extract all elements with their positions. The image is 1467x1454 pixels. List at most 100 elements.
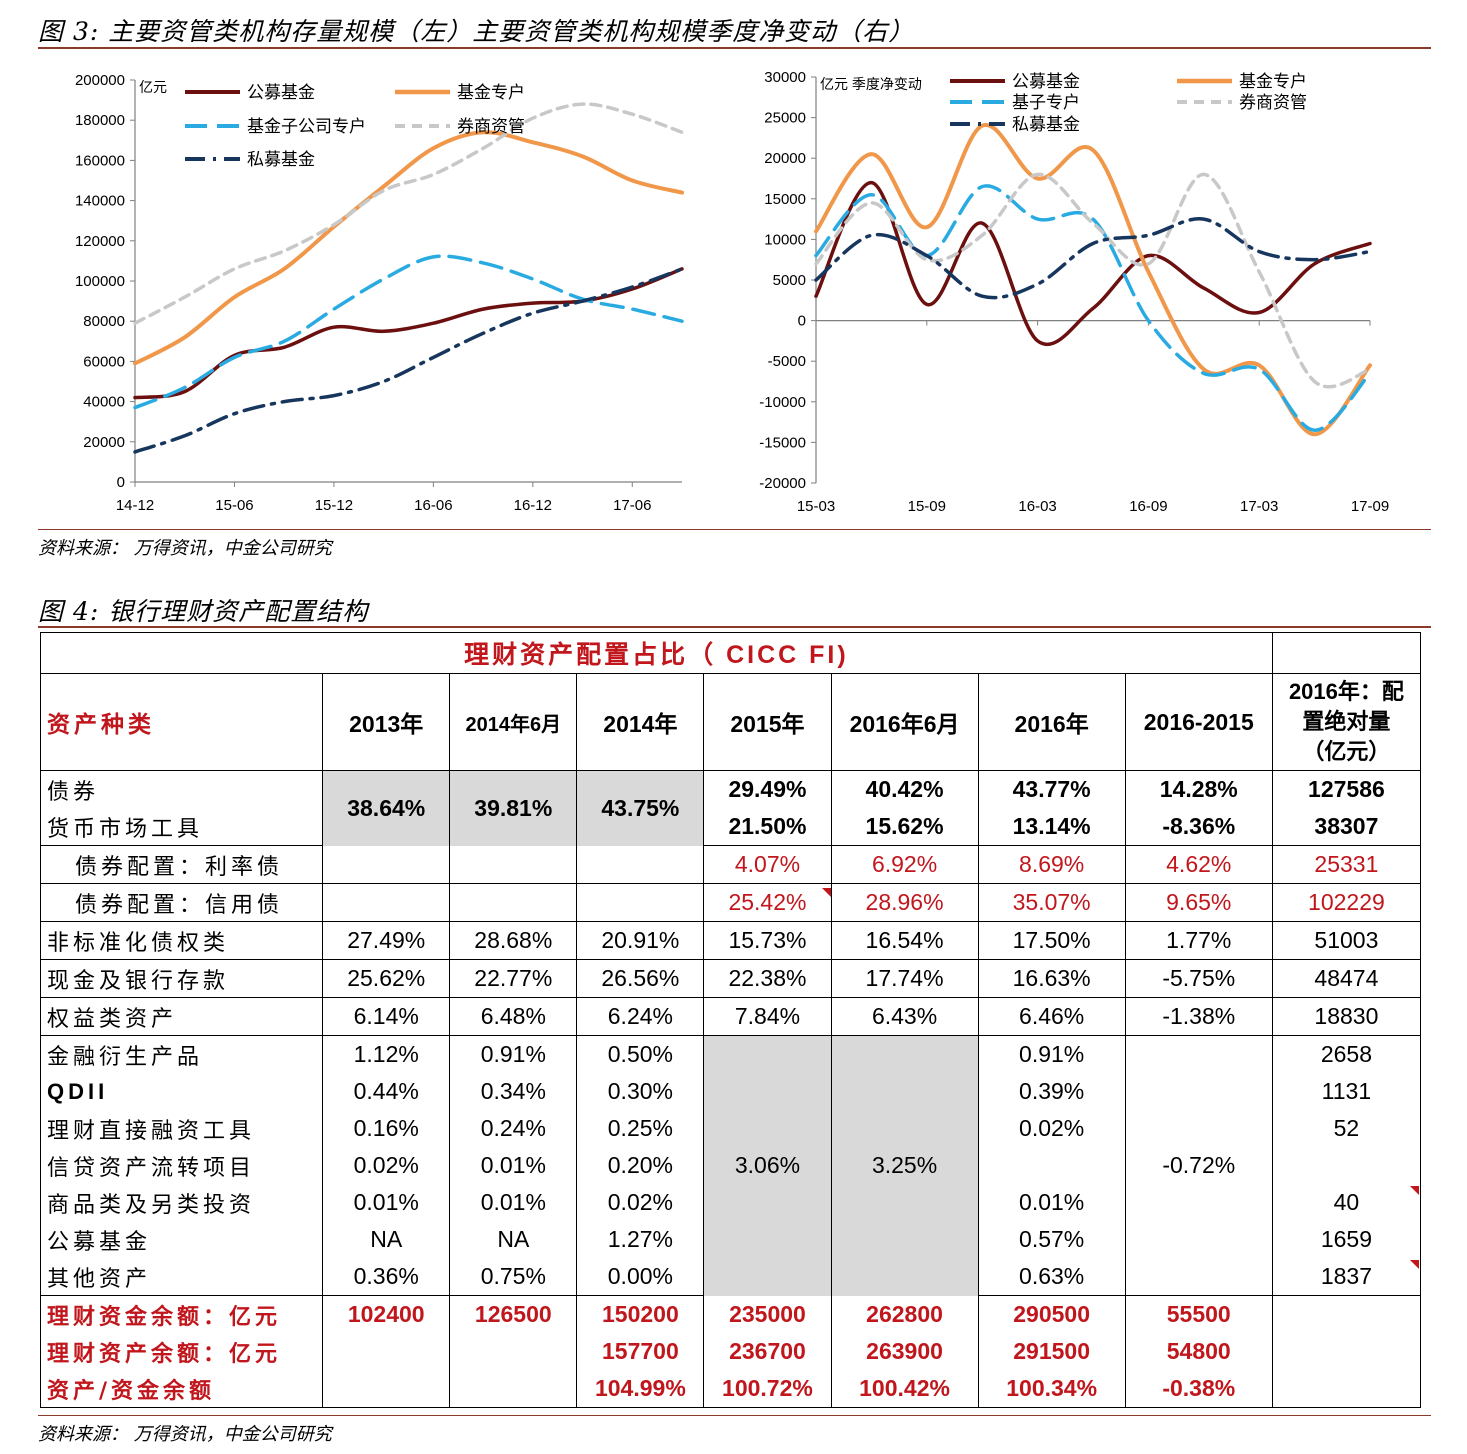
cell: 0.36% — [322, 1258, 451, 1296]
cell-empty — [977, 1147, 1126, 1184]
cell-empty — [1271, 1147, 1422, 1184]
cell: 18830 — [1271, 997, 1422, 1036]
cell: 150200 — [576, 1295, 705, 1333]
merged-other-2015: 3.06% — [703, 1035, 832, 1296]
cell: 1659 — [1271, 1221, 1422, 1258]
x-tick-label: 17-03 — [1240, 498, 1278, 515]
y-tick-label: 60000 — [83, 353, 125, 370]
y-tick-label: -10000 — [759, 394, 806, 411]
series-line-private_fund — [133, 267, 684, 454]
header-diff: 2016-2015 — [1124, 673, 1273, 771]
figure3-bottom-rule — [38, 529, 1431, 530]
cell: 0.39% — [977, 1073, 1126, 1110]
cell-empty — [1124, 1184, 1273, 1221]
cell: 0.01% — [449, 1184, 578, 1221]
header-2013: 2013年 — [322, 673, 451, 771]
x-tick-label: 16-06 — [414, 497, 452, 514]
row-money: 货币市场工具 21.50% 15.62% 13.14% -8.36% 38307 — [39, 808, 1422, 846]
row-ratio: 资产/资金余额 104.99% 100.72% 100.42% 100.34% … — [39, 1370, 1422, 1408]
legend-label-public_fund: 公募基金 — [1012, 72, 1080, 91]
x-tick-label: 15-09 — [908, 498, 946, 515]
cell: 35.07% — [977, 883, 1126, 922]
cell: 25331 — [1271, 845, 1422, 884]
cell-empty — [1124, 1110, 1273, 1147]
row-equity: 权益类资产 6.14% 6.48% 6.24% 7.84% 6.43% 6.46… — [39, 997, 1422, 1036]
y-tick-label: -15000 — [759, 434, 806, 451]
y-tick-label: 0 — [798, 313, 806, 330]
cell: 262800 — [830, 1295, 979, 1333]
row-nonstd: 非标准化债权类 27.49% 28.68% 20.91% 15.73% 16.5… — [39, 921, 1422, 960]
y-tick-label: -20000 — [759, 475, 806, 492]
cell: 6.14% — [322, 997, 451, 1036]
cell: 6.92% — [830, 845, 979, 884]
y-tick-label: 40000 — [83, 394, 125, 411]
y-tick-label: 30000 — [764, 69, 806, 86]
cell: 0.00% — [576, 1258, 705, 1296]
figure4-bottom-rule — [38, 1415, 1431, 1416]
cell: -8.36% — [1124, 808, 1273, 846]
label-direct: 理财直接融资工具 — [39, 1110, 324, 1147]
cell: 100.72% — [703, 1370, 832, 1408]
cell: 0.91% — [977, 1035, 1126, 1073]
cell: 15.73% — [703, 921, 832, 960]
cell: 0.44% — [322, 1073, 451, 1110]
cell: 2658 — [1271, 1035, 1422, 1073]
label-equity: 权益类资产 — [39, 997, 324, 1036]
cell: 29.49% — [703, 770, 832, 808]
legend-label-broker: 券商资管 — [457, 117, 525, 136]
cell: 0.91% — [449, 1035, 578, 1073]
y-tick-label: 180000 — [75, 112, 125, 129]
cell: NA — [322, 1221, 451, 1258]
y-tick-label: 20000 — [764, 150, 806, 167]
x-tick-label: 14-12 — [116, 497, 154, 514]
header-2015: 2015年 — [703, 673, 832, 771]
row-cash: 现金及银行存款 25.62% 22.77% 26.56% 22.38% 17.7… — [39, 959, 1422, 998]
cell: 0.02% — [977, 1110, 1126, 1147]
header-2014h1: 2014年6月 — [449, 673, 578, 771]
legend-label-fund_special: 基金专户 — [457, 83, 525, 102]
label-pubfund: 公募基金 — [39, 1221, 324, 1258]
cell: 102229 — [1271, 883, 1422, 922]
legend-label-public_fund: 公募基金 — [247, 83, 315, 102]
y-tick-label: 20000 — [83, 434, 125, 451]
cell: 0.20% — [576, 1147, 705, 1184]
y-tick-label: 80000 — [83, 313, 125, 330]
cell: 6.48% — [449, 997, 578, 1036]
series-line-fund_sub — [814, 184, 1372, 432]
cell: 6.24% — [576, 997, 705, 1036]
cell: 0.01% — [977, 1184, 1126, 1221]
cell: 102400 — [322, 1295, 451, 1333]
legend-label-private_fund: 私募基金 — [247, 150, 315, 169]
row-credit-transfer: 信贷资产流转项目 0.02% 0.01% 0.20% -0.72% — [39, 1147, 1422, 1184]
cell: 126500 — [449, 1295, 578, 1333]
header-absolute: 2016年：配 置绝对量 （亿元） — [1271, 673, 1422, 771]
cell: 43.77% — [977, 770, 1126, 808]
cell: -5.75% — [1124, 959, 1273, 998]
cell: 51003 — [1271, 921, 1422, 960]
x-tick-label: 16-09 — [1129, 498, 1167, 515]
header-absolute-line2: 置绝对量 — [1302, 709, 1391, 734]
series-line-broker — [133, 102, 684, 325]
cell: 0.02% — [576, 1184, 705, 1221]
series-line-private_fund — [814, 217, 1372, 300]
cell: 1.77% — [1124, 921, 1273, 960]
label-other: 其他资产 — [39, 1258, 324, 1296]
x-tick-label: 17-09 — [1351, 498, 1389, 515]
y-tick-label: 5000 — [773, 272, 806, 289]
figure4-title: 图 4: 银行理财资产配置结构 — [38, 597, 369, 626]
legend-label-broker: 券商资管 — [1239, 93, 1307, 112]
series-line-broker — [814, 172, 1372, 389]
cell: 16.63% — [977, 959, 1126, 998]
x-tick-label: 15-06 — [215, 497, 253, 514]
cell-empty — [1271, 1333, 1422, 1370]
series-line-public_fund — [814, 180, 1372, 347]
cell: 9.65% — [1124, 883, 1273, 922]
cell: 235000 — [703, 1295, 832, 1333]
legend-label-fund_special: 基金专户 — [1239, 72, 1307, 91]
cell: 21.50% — [703, 808, 832, 846]
cell: 236700 — [703, 1333, 832, 1370]
y-tick-label: 15000 — [764, 191, 806, 208]
cell-empty — [1271, 1295, 1422, 1333]
label-cash: 现金及银行存款 — [39, 959, 324, 998]
cell: 6.46% — [977, 997, 1126, 1036]
